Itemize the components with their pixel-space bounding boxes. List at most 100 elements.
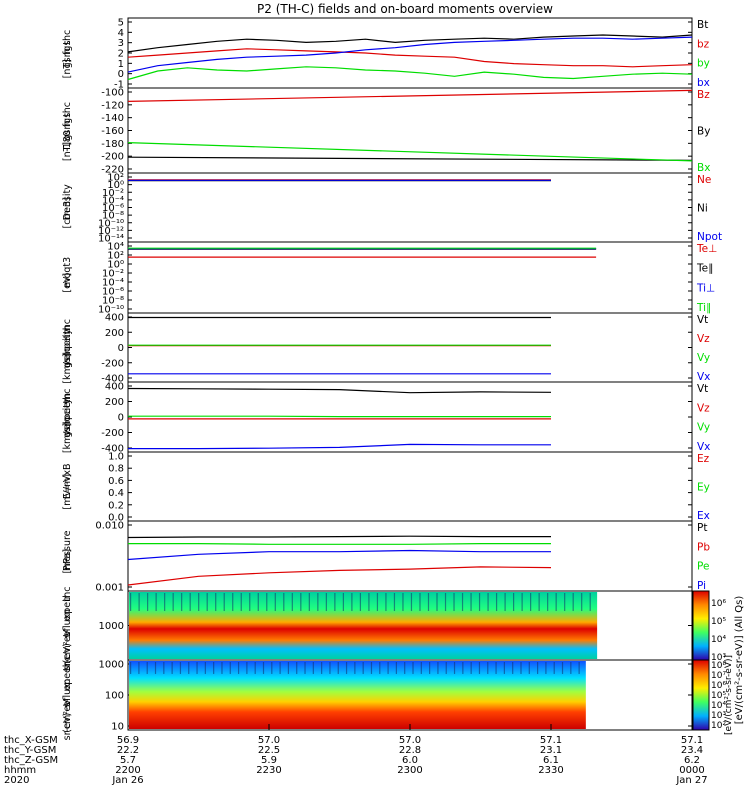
y-tick-label: 0 [118, 343, 124, 354]
heatmap-streak [271, 662, 272, 674]
heatmap-streak [172, 662, 173, 674]
colorbar-label: [eV/(cm²-s-sr-eV)] (All Qs) [734, 596, 745, 725]
panel-frame [128, 242, 692, 313]
heatmap-streak [360, 593, 361, 611]
heatmap-streak [445, 593, 446, 611]
heatmap-streak [321, 662, 322, 674]
y-tick-label: 0.8 [108, 464, 124, 475]
panel-3: Density[cm-3]10²10⁰10⁻²10⁻⁴10⁻⁶10⁻⁸10⁻¹⁰… [62, 173, 722, 245]
heatmap-streak [255, 662, 256, 674]
heatmap-streak [173, 593, 174, 611]
series-Vt [128, 389, 551, 393]
colorbar-ions [693, 591, 709, 660]
heatmap-streak [471, 662, 472, 674]
legend-Pi: Pi [697, 580, 706, 592]
heatmap-streak [368, 593, 369, 611]
heatmap-streak [371, 662, 372, 674]
heatmap-streak [419, 593, 420, 611]
x-tick-label: 2300 [397, 765, 422, 776]
heatmap-streak [556, 593, 557, 611]
heatmap-streak [213, 662, 214, 674]
legend-Npot: Npot [697, 231, 722, 243]
page-title: P2 (TH-C) fields and on-board moments ov… [257, 2, 553, 16]
heatmap-streak [224, 593, 225, 611]
heatmap-streak [412, 662, 413, 674]
x-tick-label: 2230 [256, 765, 281, 776]
y-tick-label: -160 [101, 126, 124, 137]
y-tick-label: 0.6 [108, 476, 124, 487]
series-Bz [128, 90, 692, 101]
panel-group: thcfgsgsm[nT]543210-1Btbzbybxthcfgsgsm-1… [62, 18, 722, 741]
heatmap-streak [479, 662, 480, 674]
x-tick-label: Jan 26 [111, 775, 143, 786]
heatmap-streak [411, 593, 412, 611]
heatmap-streak [394, 593, 395, 611]
y-tick-label: -180 [101, 139, 124, 150]
heatmap-streak [564, 593, 565, 611]
y-tick-label: 0.001 [95, 583, 124, 594]
y-tick-label: 200 [105, 397, 124, 408]
legend-bz: bz [697, 38, 710, 50]
heatmap-streak [280, 662, 281, 674]
y-tick-label: 400 [105, 313, 124, 324]
panel-2: thcfgsgsm-180[nT]-100-120-140-160-180-20… [62, 88, 710, 176]
heatmap-streak [562, 662, 563, 674]
heatmap-streak [188, 662, 189, 674]
heatmap-streak [537, 662, 538, 674]
series-Pe [128, 544, 551, 545]
series-Bt [128, 35, 692, 52]
y-tick-label: 1.0 [108, 452, 124, 463]
legend-By: By [697, 126, 710, 138]
heatmap-streak [402, 593, 403, 611]
y-tick-label: 0 [118, 413, 124, 424]
heatmap-streak [579, 662, 580, 674]
panel-5: thcpeimvelocitygsm[km/s]4002000-200-400V… [62, 313, 710, 385]
heatmap-streak [309, 593, 310, 611]
legend-Ez: Ez [697, 453, 710, 465]
heatmap-streak [147, 593, 148, 611]
heatmap-streak [377, 593, 378, 611]
x-row-label: 2020 [4, 775, 29, 786]
heatmap-streak [338, 662, 339, 674]
heatmap-streak [329, 662, 330, 674]
y-tick-label: 200 [105, 328, 124, 339]
heatmap-streak [205, 662, 206, 674]
legend-Ey: Ey [697, 482, 710, 494]
heatmap-streak [462, 593, 463, 611]
legend-Pb: Pb [697, 541, 710, 553]
y-tick-label: 0.4 [108, 488, 124, 499]
y-tick-label: -100 [101, 88, 124, 99]
heatmap-streak [334, 593, 335, 611]
heatmap-streak [241, 593, 242, 611]
heatmap-streak [230, 662, 231, 674]
y-tick-label: 1000 [99, 621, 124, 632]
heatmap-streak [354, 662, 355, 674]
heatmap-streak [470, 593, 471, 611]
series-Pi [128, 551, 551, 560]
heatmap-streak [164, 593, 165, 611]
heatmap-streak [496, 593, 497, 611]
heatmap-streak [300, 593, 301, 611]
heatmap-streak [139, 593, 140, 611]
heatmap-streak [454, 662, 455, 674]
heatmap-streak [275, 593, 276, 611]
y-axis-label: [nT] [62, 59, 73, 78]
heatmap-streak [292, 593, 293, 611]
panel-frame [128, 521, 692, 591]
heatmap-streak [437, 662, 438, 674]
heatmap-streak [249, 593, 250, 611]
y-tick-label: 0.2 [108, 500, 124, 511]
heatmap-streak [479, 593, 480, 611]
heatmap-streak [138, 662, 139, 674]
y-axis-label: [nPa] [62, 549, 73, 574]
heatmap-streak [180, 662, 181, 674]
heatmap-streak [513, 593, 514, 611]
heatmap-streak [147, 662, 148, 674]
heatmap-streak [304, 662, 305, 674]
legend-Bx: Bx [697, 162, 710, 174]
heatmap-streak [266, 593, 267, 611]
panel-frame [128, 173, 692, 242]
heatmap-streak [163, 662, 164, 674]
heatmap-streak [504, 593, 505, 611]
